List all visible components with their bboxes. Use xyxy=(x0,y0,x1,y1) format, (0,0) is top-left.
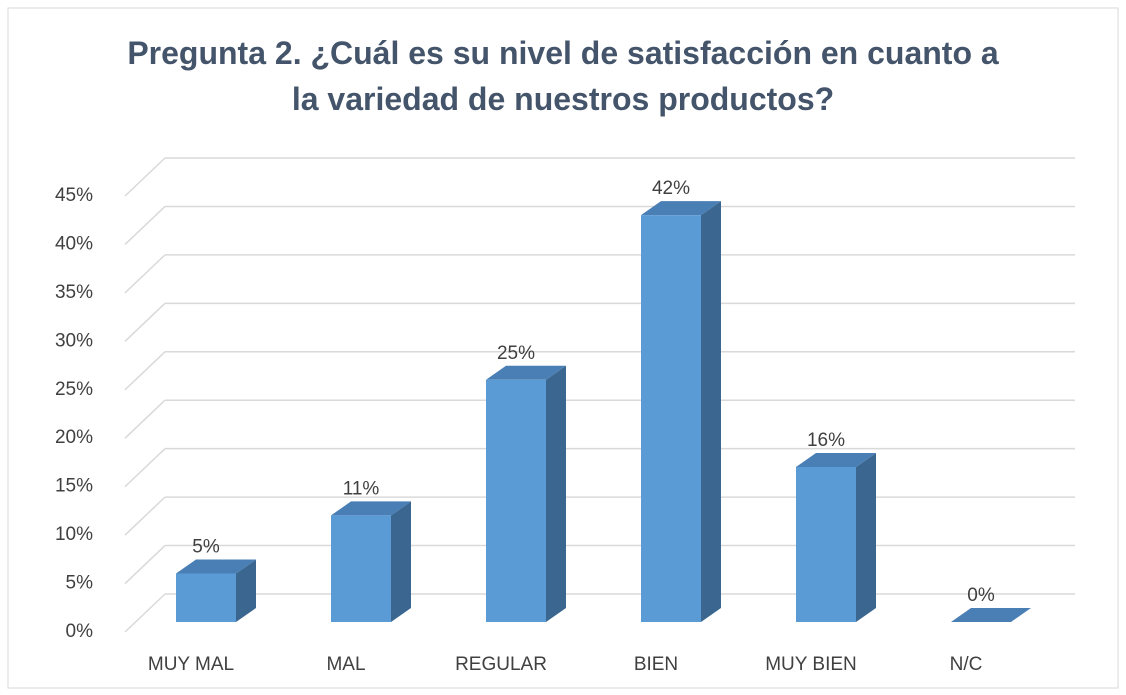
bar-top xyxy=(796,452,876,467)
bar xyxy=(176,559,256,622)
grid-line-side xyxy=(124,496,166,536)
bar-front xyxy=(796,466,856,622)
y-tick-label: 5% xyxy=(66,573,94,594)
bar xyxy=(331,501,411,622)
bar xyxy=(951,608,1031,622)
bar xyxy=(796,452,876,622)
x-tick-label: BIEN xyxy=(634,654,678,675)
grid-line-side xyxy=(124,351,166,391)
bar-side xyxy=(546,365,566,622)
bar-front xyxy=(486,379,546,622)
grid-line-side xyxy=(124,157,166,197)
bar-side xyxy=(391,501,411,622)
bar xyxy=(486,365,566,622)
bar-top xyxy=(641,201,721,216)
grid-line-side xyxy=(124,302,166,342)
bar xyxy=(641,201,721,623)
chart-title: Pregunta 2. ¿Cuál es su nivel de satisfa… xyxy=(127,35,999,117)
y-tick-label: 45% xyxy=(55,185,93,206)
grid-line-side xyxy=(124,205,166,245)
grid-line-side xyxy=(124,399,166,439)
y-tick-label: 0% xyxy=(66,621,94,642)
grid-line-side xyxy=(124,545,166,585)
data-label: 11% xyxy=(343,478,380,499)
data-label: 25% xyxy=(497,343,535,364)
bar-top xyxy=(331,501,411,516)
chart-border xyxy=(7,7,1119,689)
bar-side xyxy=(856,452,876,622)
bar-side xyxy=(236,559,256,622)
y-tick-label: 10% xyxy=(55,524,93,545)
y-tick-label: 20% xyxy=(55,427,93,448)
y-tick-label: 35% xyxy=(55,282,93,303)
bar-top xyxy=(486,365,566,380)
x-tick-label: REGULAR xyxy=(455,654,547,675)
data-label: 5% xyxy=(192,537,220,558)
y-tick-label: 15% xyxy=(55,476,93,497)
y-tick-label: 25% xyxy=(55,379,93,400)
bar-top xyxy=(176,559,256,574)
grid-line-side xyxy=(124,593,166,633)
bar-front xyxy=(641,215,701,623)
y-tick-label: 30% xyxy=(55,330,93,351)
bar-top xyxy=(951,608,1031,622)
data-label: 16% xyxy=(807,430,845,451)
x-tick-label: MAL xyxy=(326,654,365,675)
data-label: 42% xyxy=(652,178,690,199)
y-tick-label: 40% xyxy=(55,233,93,254)
data-label: 0% xyxy=(967,585,995,606)
bar-side xyxy=(701,201,721,623)
bar-front xyxy=(176,573,236,622)
grid-line-side xyxy=(124,448,166,488)
x-tick-label: MUY BIEN xyxy=(765,654,857,675)
x-tick-label: N/C xyxy=(950,654,983,675)
bar-front xyxy=(331,515,391,622)
grid-line-side xyxy=(124,254,166,294)
x-tick-label: MUY MAL xyxy=(148,654,234,675)
